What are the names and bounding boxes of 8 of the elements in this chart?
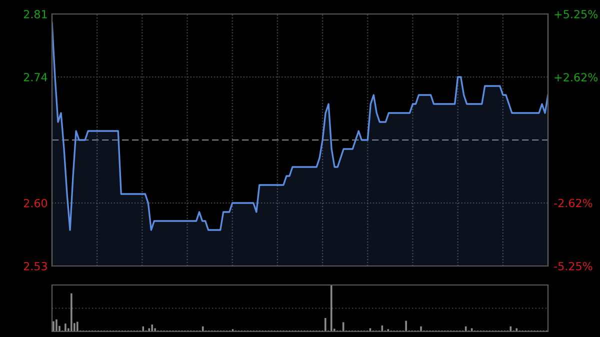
y-tick-label: 2.74	[24, 72, 48, 82]
y-tick-label: 2.60	[24, 198, 48, 208]
y-tick-label: 2.81	[24, 10, 47, 18]
y2-tick-label: +5.25%	[554, 10, 598, 18]
y2-tick-label: +2.62%	[554, 73, 598, 82]
y2-tick-label: -2.62%	[554, 198, 592, 208]
y2-tick-label: -5.25%	[554, 262, 592, 270]
y-tick-label: 2.53	[24, 262, 47, 270]
